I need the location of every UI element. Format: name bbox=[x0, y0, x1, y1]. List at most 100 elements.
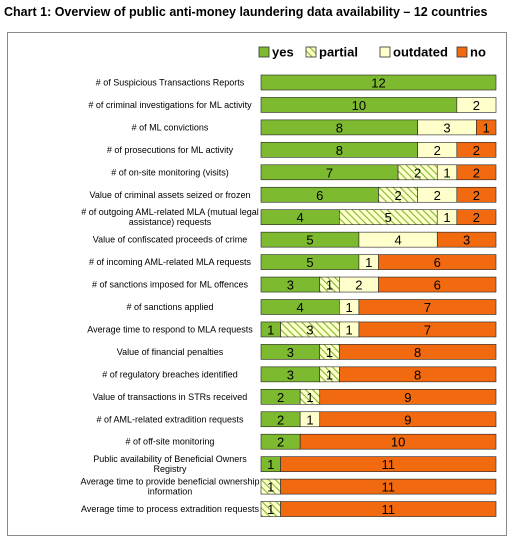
bar-no bbox=[436, 231, 497, 248]
bar-value-label: 2 bbox=[394, 188, 401, 203]
bar-value-label: 4 bbox=[297, 300, 304, 315]
category-label: # of AML-related extradition requests bbox=[96, 414, 244, 424]
bar-outdated bbox=[456, 97, 497, 113]
bar-value-label: 1 bbox=[443, 210, 450, 225]
bar-no bbox=[319, 411, 497, 428]
category-label: # of sanctions applied bbox=[126, 302, 213, 312]
bar-no bbox=[319, 388, 497, 405]
bar-value-label: 2 bbox=[473, 210, 480, 225]
bar-value-label: 1 bbox=[306, 390, 313, 405]
bar-no bbox=[456, 164, 497, 181]
bar-value-label: 1 bbox=[346, 300, 353, 315]
bar-value-label: 1 bbox=[326, 345, 333, 360]
bar-value-label: 2 bbox=[414, 165, 421, 180]
category-label: # of off-site monitoring bbox=[126, 437, 215, 447]
bar-value-label: 1 bbox=[346, 322, 353, 337]
bar-no bbox=[299, 433, 497, 450]
bar-value-label: 1 bbox=[267, 322, 274, 337]
bar-value-label: 2 bbox=[434, 188, 441, 203]
bar-yes bbox=[260, 74, 497, 91]
legend-label-no: no bbox=[470, 45, 486, 60]
bar-value-label: 2 bbox=[473, 143, 480, 158]
category-label: Average time to respond to MLA requests bbox=[87, 324, 253, 334]
bar-no bbox=[456, 142, 497, 158]
chart-title: Chart 1: Overview of public anti-money l… bbox=[4, 5, 488, 19]
bar-value-label: 11 bbox=[382, 480, 396, 495]
bar-value-label: 2 bbox=[277, 435, 284, 450]
bar-value-label: 6 bbox=[316, 188, 323, 203]
bar-value-label: 12 bbox=[371, 76, 385, 91]
bar-value-label: 2 bbox=[277, 390, 284, 405]
bar-value-label: 2 bbox=[473, 98, 480, 113]
bar-value-label: 4 bbox=[297, 210, 304, 225]
category-label: # of prosecutions for ML activity bbox=[107, 145, 234, 155]
bar-no bbox=[456, 209, 497, 225]
bar-value-label: 9 bbox=[404, 390, 411, 405]
legend-label-partial: partial bbox=[319, 45, 358, 60]
bar-no bbox=[358, 321, 497, 338]
bar-value-label: 10 bbox=[391, 435, 405, 450]
bar-value-label: 1 bbox=[267, 480, 274, 495]
bar-value-label: 1 bbox=[483, 120, 490, 135]
category-label: # of criminal investigations for ML acti… bbox=[88, 100, 252, 110]
category-label: Value of transactions in STRs received bbox=[93, 392, 247, 402]
bar-value-label: 1 bbox=[306, 412, 313, 427]
category-labels: # of Suspicious Transactions Reports # of… bbox=[81, 78, 260, 515]
bar-value-label: 7 bbox=[424, 322, 431, 337]
category-label: Average time to process extradition requ… bbox=[81, 504, 259, 514]
bar-no bbox=[476, 119, 497, 136]
bar-no bbox=[378, 254, 497, 270]
category-label: Value of financial penalties bbox=[117, 347, 224, 357]
bar-value-label: 3 bbox=[306, 322, 313, 337]
bar-value-label: 3 bbox=[287, 278, 294, 293]
category-label: # of on-site monitoring (visits) bbox=[111, 167, 229, 177]
bar-value-label: 3 bbox=[443, 120, 450, 135]
category-label: Value of confiscated proceeds of crime bbox=[93, 235, 247, 245]
bar-value-label: 3 bbox=[463, 233, 470, 248]
bar-value-label: 1 bbox=[365, 255, 372, 270]
bar-value-label: 6 bbox=[434, 278, 441, 293]
bar-value-label: 2 bbox=[434, 143, 441, 158]
bar-no bbox=[358, 299, 497, 315]
bar-value-label: 1 bbox=[326, 278, 333, 293]
category-label: Value of criminal assets seized or froze… bbox=[90, 190, 251, 200]
category-label: # of regulatory breaches identified bbox=[102, 369, 238, 379]
bar-no bbox=[280, 478, 497, 495]
legend-swatch-partial bbox=[305, 46, 317, 58]
legend-swatch-outdated bbox=[379, 46, 391, 58]
bar-value-label: 8 bbox=[414, 345, 421, 360]
bar-value-label: 1 bbox=[267, 502, 274, 517]
bar-value-label: 1 bbox=[326, 367, 333, 382]
bar-value-label: 5 bbox=[385, 210, 392, 225]
bar-no bbox=[280, 456, 497, 472]
category-label: Public availability of Beneficial Owners… bbox=[93, 454, 247, 474]
bar-value-label: 2 bbox=[473, 165, 480, 180]
bar-value-label: 11 bbox=[382, 457, 396, 472]
bar-value-label: 2 bbox=[277, 412, 284, 427]
bar-value-label: 9 bbox=[404, 412, 411, 427]
bar-value-label: 8 bbox=[336, 120, 343, 135]
bar-value-label: 7 bbox=[424, 300, 431, 315]
bar-value-label: 8 bbox=[336, 143, 343, 158]
legend-swatch-yes bbox=[258, 46, 270, 58]
bar-no bbox=[280, 501, 497, 517]
bar-no bbox=[378, 276, 497, 293]
bar-no bbox=[456, 186, 497, 203]
bar-value-label: 2 bbox=[355, 278, 362, 293]
category-label: # of outgoing AML-related MLA (mutual le… bbox=[81, 207, 259, 227]
category-label: # of Suspicious Transactions Reports bbox=[96, 78, 245, 88]
bar-value-label: 10 bbox=[352, 98, 366, 113]
category-label: # of incoming AML-related MLA requests bbox=[89, 257, 252, 267]
bar-value-label: 2 bbox=[473, 188, 480, 203]
bar-value-label: 1 bbox=[443, 165, 450, 180]
category-label: # of sanctions imposed for ML offences bbox=[92, 280, 249, 290]
bar-value-label: 7 bbox=[326, 165, 333, 180]
bar-no bbox=[339, 366, 497, 383]
category-label: # of ML convictions bbox=[132, 122, 209, 132]
bar-value-label: 5 bbox=[306, 233, 313, 248]
bar-value-label: 4 bbox=[394, 233, 401, 248]
chart-legend: yes partial outdated no bbox=[258, 45, 486, 60]
category-label: Average time to provide beneficial owner… bbox=[81, 477, 260, 497]
bar-no bbox=[339, 344, 497, 360]
